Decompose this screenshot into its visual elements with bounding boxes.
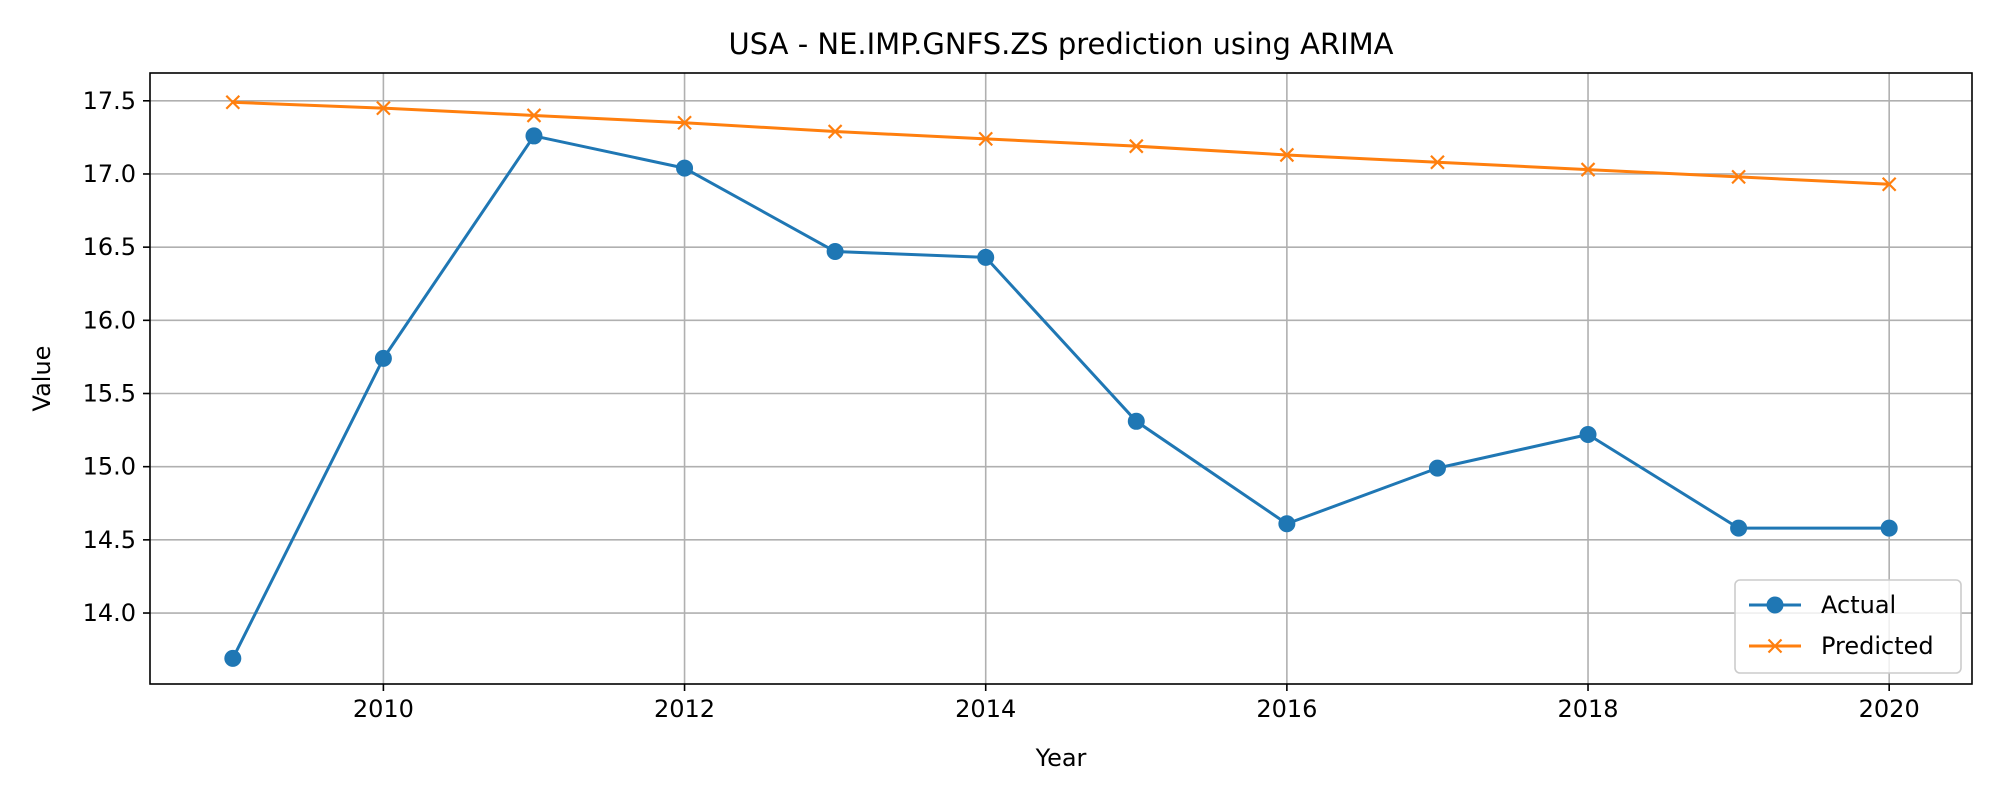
data-point-predicted xyxy=(1279,147,1295,163)
series-line-actual xyxy=(231,134,1890,660)
x-marker-stroke xyxy=(1430,154,1445,170)
data-point-predicted xyxy=(978,131,993,147)
legend-label-actual: Actual xyxy=(1821,591,1896,619)
y-tick-label: 15.0 xyxy=(83,453,136,481)
legend-label-predicted: Predicted xyxy=(1821,632,1934,660)
data-point-predicted xyxy=(376,100,391,116)
data-point-predicted xyxy=(526,108,542,123)
data-point-actual xyxy=(977,248,995,266)
data-point-actual xyxy=(374,349,392,367)
data-point-actual xyxy=(676,159,694,177)
plot-area-frame xyxy=(149,72,1973,685)
series-line-predicted xyxy=(232,100,1890,186)
x-marker-stroke xyxy=(1279,147,1295,163)
y-tick-label: 16.5 xyxy=(83,233,136,261)
x-marker-stroke xyxy=(1767,638,1783,654)
data-point-actual xyxy=(1730,519,1748,537)
x-tick-label: 2020 xyxy=(1859,695,1920,723)
legend: Actual Predicted xyxy=(1734,579,1962,674)
x-axis-title: Year xyxy=(1035,744,1087,772)
series-layer xyxy=(224,94,1898,667)
y-axis-title: Value xyxy=(28,346,56,412)
y-tick-label: 14.5 xyxy=(83,526,136,554)
x-tick-label: 2018 xyxy=(1557,695,1618,723)
data-point-actual xyxy=(1880,519,1898,537)
legend-box xyxy=(1734,579,1962,674)
data-point-actual xyxy=(1579,425,1597,443)
x-tick-label: 2012 xyxy=(654,695,715,723)
x-marker-stroke xyxy=(225,94,241,110)
data-point-predicted xyxy=(1580,162,1596,177)
y-tick-label: 17.0 xyxy=(83,160,136,188)
data-point-predicted xyxy=(827,124,843,139)
data-point-actual xyxy=(1428,459,1446,477)
data-point-predicted xyxy=(1129,138,1144,154)
y-tick-label: 15.5 xyxy=(83,380,136,408)
y-tick-label: 17.5 xyxy=(83,87,136,115)
data-point-actual xyxy=(1278,515,1296,533)
x-tick-label: 2010 xyxy=(353,695,414,723)
x-marker-stroke xyxy=(827,124,843,139)
x-marker-stroke xyxy=(1731,169,1746,185)
data-point-predicted xyxy=(1430,154,1445,170)
axis-ticks: 2010 2012 2014 2016 2018 2020 14.0 14.5 15.0 15.5… xyxy=(83,87,1920,723)
y-tick-label: 16.0 xyxy=(83,306,136,334)
x-marker-stroke xyxy=(1129,138,1144,154)
x-marker-stroke xyxy=(1881,176,1897,192)
data-point-predicted xyxy=(677,115,692,131)
legend-item-actual: Actual xyxy=(1749,591,1896,619)
legend-item-predicted: Predicted xyxy=(1749,632,1934,660)
data-point-predicted xyxy=(225,94,241,110)
x-tick-label: 2014 xyxy=(955,695,1016,723)
data-point-actual xyxy=(826,243,844,261)
data-point-actual xyxy=(525,127,543,145)
x-marker-stroke xyxy=(526,108,542,123)
data-point-actual xyxy=(224,649,242,667)
x-marker-stroke xyxy=(376,100,391,116)
data-point-predicted xyxy=(1731,169,1746,185)
data-point-actual xyxy=(1127,412,1145,430)
x-marker-stroke xyxy=(1580,162,1596,177)
chart-title: USA - NE.IMP.GNFS.ZS prediction using AR… xyxy=(728,27,1393,61)
x-marker-stroke xyxy=(677,115,692,131)
x-tick-label: 2016 xyxy=(1256,695,1317,723)
legend-swatch-marker xyxy=(1766,596,1784,614)
data-point-predicted xyxy=(1881,176,1897,192)
x-marker-stroke xyxy=(978,131,993,147)
y-tick-label: 14.0 xyxy=(83,599,136,627)
legend-swatch-marker xyxy=(1767,638,1783,654)
